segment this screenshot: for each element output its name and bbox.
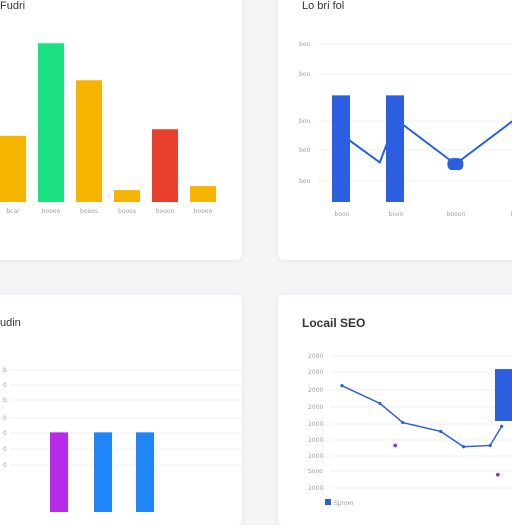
y-tick-label: 0 (3, 462, 7, 469)
line-point (488, 443, 492, 448)
y-tick-label: 0 (3, 415, 7, 422)
chart-title: Locail SEO (302, 316, 366, 330)
bar (152, 129, 178, 202)
y-tick-label: 2000 (308, 485, 323, 492)
bar (76, 80, 102, 202)
line-chart-bottom-right: 2000 2000 2000 2000 2000 2000 2000 Sooo 2000 Spro… (308, 353, 512, 507)
y-tick-label: 0 (3, 446, 7, 453)
bar-chart-card-bottom-left: udin b 0 b 0 0 0 0 (0, 295, 242, 525)
y-tick-label: boo (299, 178, 310, 185)
line-point (401, 420, 405, 425)
y-tick-label: 2000 (308, 387, 323, 394)
y-tick-label: boo (299, 41, 310, 48)
x-tick-label: bocn (511, 211, 512, 218)
chart-title: udin (0, 317, 21, 329)
bar-chart-bottom-left: b 0 b 0 0 0 0 (3, 367, 242, 512)
legend-swatch (325, 499, 331, 505)
y-tick-label: boo (299, 118, 310, 125)
combo-chart-card-top-right: Lo bri fol boobooboobo0booboonbcoobooonb… (278, 0, 512, 260)
y-tick-label: bo0 (299, 147, 310, 154)
bar (114, 190, 140, 202)
y-tick-label: 0 (3, 382, 7, 389)
chart-title: Lo bri fol (302, 0, 345, 12)
scatter-point (496, 472, 500, 477)
y-tick-label: Sooo (308, 468, 323, 475)
chart-title: Fudri (0, 0, 26, 12)
legend-label: Sprom (334, 500, 354, 507)
y-tick-label: 2000 (308, 353, 323, 360)
y-tick-label: 2000 (308, 421, 323, 428)
line-point (500, 424, 504, 428)
y-tick-label: 2000 (308, 437, 323, 444)
y-tick-label: b (3, 367, 7, 374)
x-tick-label: boooo (156, 208, 175, 215)
y-tick-label: 2000 (308, 369, 323, 376)
x-tick-label: bcoo (389, 211, 404, 218)
bar (332, 95, 350, 202)
bar (495, 369, 512, 421)
line-point (462, 445, 466, 449)
bar (386, 95, 404, 202)
x-tick-label: bcar (6, 208, 20, 215)
y-tick-label: 0 (3, 430, 7, 437)
x-tick-label: boon (335, 211, 350, 218)
combo-chart-top-right: boo boo boo bo0 boo boon bcoo booon bocn (299, 41, 512, 218)
bar (0, 135, 26, 202)
series-line (341, 117, 512, 166)
scatter-point (393, 443, 397, 448)
y-tick-label: 2000 (308, 404, 323, 411)
y-tick-label: boo (299, 71, 310, 78)
bar (94, 432, 112, 512)
bar (190, 186, 216, 202)
line-point (378, 401, 382, 406)
x-tick-label: booos (118, 208, 136, 215)
bar-chart-top-left: bcar boooo booos booos boooo boooo (0, 43, 216, 215)
y-tick-label: 2000 (308, 453, 323, 460)
bar (50, 432, 68, 512)
x-tick-label: booos (80, 208, 98, 215)
x-tick-label: boooo (42, 208, 61, 215)
series-line (341, 384, 503, 448)
bar (38, 43, 64, 202)
bar (136, 432, 154, 512)
line-point-marker (447, 158, 464, 171)
x-tick-label: booon (447, 211, 466, 218)
line-point (340, 384, 344, 388)
bar-chart-card-top-left: Fudri bcar boooo booos booos boooo boooo (0, 0, 242, 260)
x-tick-label: boooo (194, 208, 213, 215)
line-point (439, 429, 443, 434)
line-chart-card-bottom-right: Locail SEO 2000 2000 2000 2000 2000 2000 2000 S… (278, 295, 512, 525)
y-tick-label: b (3, 397, 7, 404)
